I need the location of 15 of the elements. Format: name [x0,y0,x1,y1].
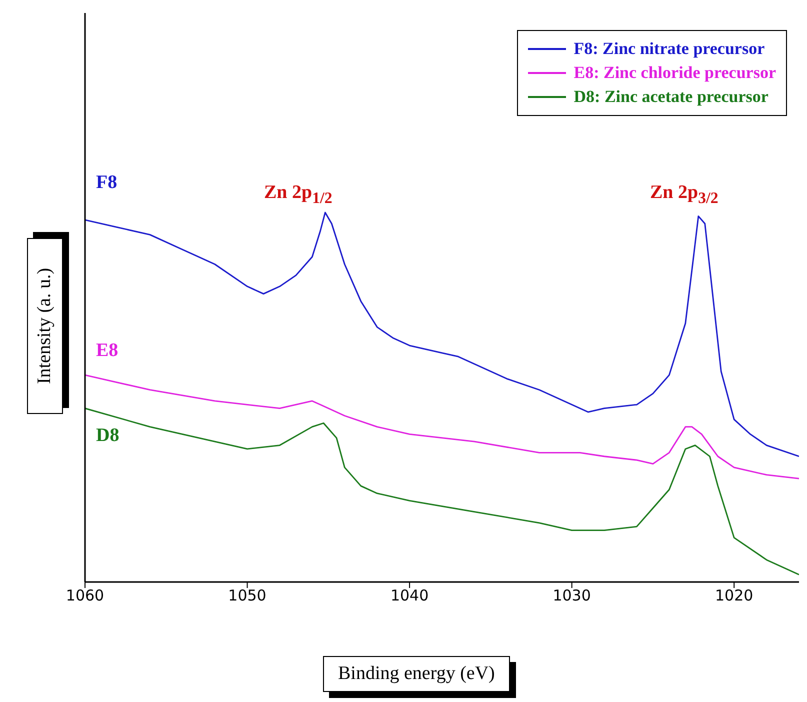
x-tick-label: 1060 [66,586,104,605]
y-axis-title: Intensity (a. u.) [27,238,63,414]
x-tick-label: 1020 [714,586,754,605]
x-tick-label: 1050 [228,586,266,605]
text: F8 [96,172,118,194]
x-tick-label: 1030 [552,586,591,605]
text: Zn 2p$_{3/2}$ [650,182,718,208]
text: Zn 2p$_{1/2}$ [264,182,332,208]
legend-label: F8: Zinc nitrate precursor [574,38,765,60]
legend-label: E8: Zinc chloride precursor [574,62,776,84]
annotation: E8 [96,340,118,362]
x-tick-label: 1040 [390,586,429,605]
x-axis-title: Binding energy (eV) [323,656,510,692]
legend-label: D8: Zinc acetate precursor [574,86,768,108]
annotation: D8 [96,425,120,447]
